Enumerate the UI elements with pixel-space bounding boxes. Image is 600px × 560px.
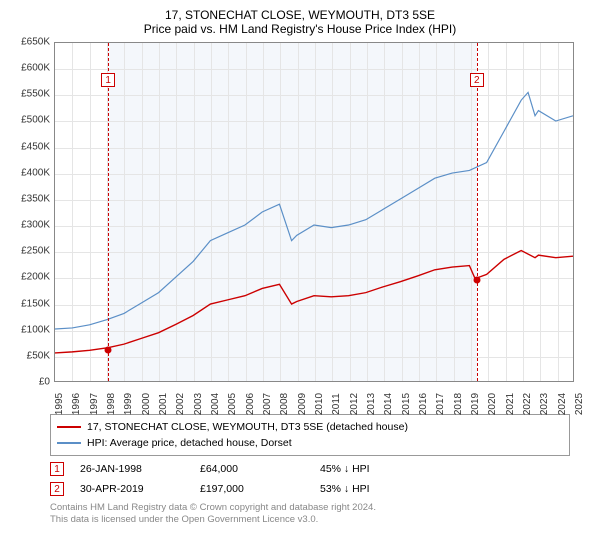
- series-hpi: [55, 92, 573, 329]
- x-tick-label: 2016: [418, 393, 429, 415]
- y-tick-label: £350K: [21, 193, 50, 204]
- marker-box: 1: [101, 73, 115, 87]
- legend-swatch: [57, 426, 81, 428]
- series-price_paid: [55, 250, 573, 352]
- y-tick-label: £650K: [21, 37, 50, 48]
- y-tick-label: £500K: [21, 115, 50, 126]
- y-tick-label: £300K: [21, 220, 50, 231]
- x-axis: 1995199619971998199920002001200220032004…: [54, 382, 574, 410]
- x-tick-label: 2025: [574, 393, 585, 415]
- footnote-line: Contains HM Land Registry data © Crown c…: [50, 502, 570, 514]
- footnote-line: This data is licensed under the Open Gov…: [50, 514, 570, 526]
- y-tick-label: £450K: [21, 141, 50, 152]
- marker-dot: [473, 276, 480, 283]
- x-tick-label: 2006: [245, 393, 256, 415]
- x-tick-label: 2010: [314, 393, 325, 415]
- marker-box: 2: [470, 73, 484, 87]
- legend-swatch: [57, 442, 81, 444]
- y-tick-label: £400K: [21, 167, 50, 178]
- x-tick-label: 2004: [210, 393, 221, 415]
- y-tick-label: £200K: [21, 272, 50, 283]
- chart-container: 17, STONECHAT CLOSE, WEYMOUTH, DT3 5SE P…: [0, 0, 600, 560]
- x-tick-label: 1999: [123, 393, 134, 415]
- x-tick-label: 2018: [453, 393, 464, 415]
- x-tick-label: 2001: [158, 393, 169, 415]
- x-tick-label: 2012: [349, 393, 360, 415]
- legend-label: 17, STONECHAT CLOSE, WEYMOUTH, DT3 5SE (…: [87, 421, 408, 433]
- x-tick-label: 2014: [383, 393, 394, 415]
- x-tick-label: 2000: [141, 393, 152, 415]
- x-tick-label: 2003: [193, 393, 204, 415]
- chart-area: £0 £50K £100K £150K £200K £250K £300K £350K £400…: [14, 42, 574, 410]
- x-tick-label: 2017: [435, 393, 446, 415]
- event-row: 1 26-JAN-1998£64,00045% ↓ HPI: [50, 462, 570, 476]
- x-tick-label: 1997: [89, 393, 100, 415]
- x-tick-label: 1996: [71, 393, 82, 415]
- marker-dashed-line: [477, 43, 478, 381]
- x-tick-label: 2013: [366, 393, 377, 415]
- y-tick-label: £150K: [21, 298, 50, 309]
- event-date: 30-APR-2019: [80, 483, 200, 495]
- legend-row: 17, STONECHAT CLOSE, WEYMOUTH, DT3 5SE (…: [57, 419, 563, 435]
- y-tick-label: £50K: [27, 350, 50, 361]
- y-tick-label: £250K: [21, 246, 50, 257]
- x-tick-label: 2008: [279, 393, 290, 415]
- x-tick-label: 1995: [54, 393, 65, 415]
- plot-area: 12: [54, 42, 574, 382]
- event-price: £197,000: [200, 483, 320, 495]
- x-tick-label: 2009: [297, 393, 308, 415]
- event-delta: 45% ↓ HPI: [320, 463, 440, 475]
- y-tick-label: £600K: [21, 63, 50, 74]
- y-tick-label: £100K: [21, 324, 50, 335]
- x-tick-label: 2011: [331, 393, 342, 415]
- event-row: 2 30-APR-2019£197,00053% ↓ HPI: [50, 482, 570, 496]
- event-table: 1 26-JAN-1998£64,00045% ↓ HPI 2 30-APR-2019…: [50, 462, 570, 496]
- x-tick-label: 2021: [505, 393, 516, 415]
- x-tick-label: 2023: [539, 393, 550, 415]
- x-tick-label: 2019: [470, 393, 481, 415]
- y-axis: £0£50K£100K£150K£200K£250K£300K£350K£400…: [14, 42, 54, 382]
- chart-title: 17, STONECHAT CLOSE, WEYMOUTH, DT3 5SE: [10, 8, 590, 22]
- legend: 17, STONECHAT CLOSE, WEYMOUTH, DT3 5SE (…: [50, 414, 570, 456]
- x-tick-label: 1998: [106, 393, 117, 415]
- x-tick-label: 2024: [557, 393, 568, 415]
- marker-dot: [105, 346, 112, 353]
- x-tick-label: 2015: [401, 393, 412, 415]
- y-tick-label: £0: [39, 377, 50, 388]
- x-tick-label: 2005: [227, 393, 238, 415]
- event-date: 26-JAN-1998: [80, 463, 200, 475]
- x-tick-label: 2020: [487, 393, 498, 415]
- event-num-box: 2: [50, 482, 64, 496]
- y-tick-label: £550K: [21, 89, 50, 100]
- marker-dashed-line: [108, 43, 109, 381]
- legend-row: HPI: Average price, detached house, Dors…: [57, 435, 563, 451]
- footnote: Contains HM Land Registry data © Crown c…: [50, 502, 570, 526]
- x-tick-label: 2022: [522, 393, 533, 415]
- event-delta: 53% ↓ HPI: [320, 483, 440, 495]
- event-price: £64,000: [200, 463, 320, 475]
- chart-subtitle: Price paid vs. HM Land Registry's House …: [10, 22, 590, 36]
- line-svg: [55, 43, 573, 381]
- x-tick-label: 2002: [175, 393, 186, 415]
- event-num-box: 1: [50, 462, 64, 476]
- legend-label: HPI: Average price, detached house, Dors…: [87, 437, 292, 449]
- x-tick-label: 2007: [262, 393, 273, 415]
